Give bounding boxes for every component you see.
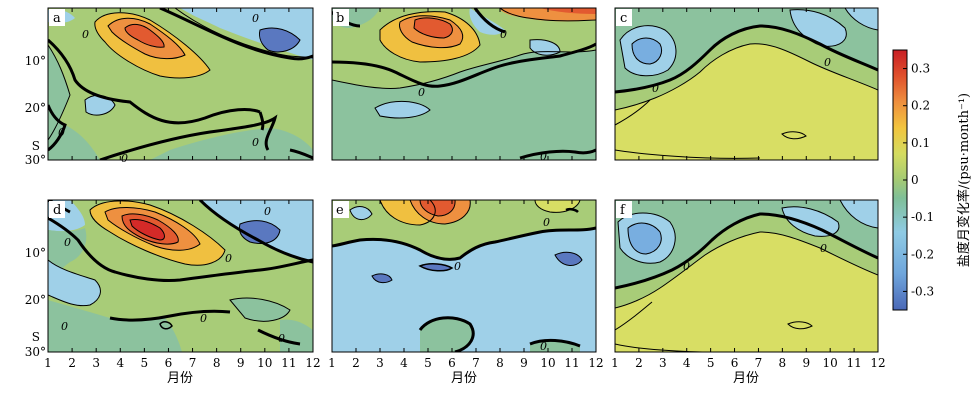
y-axis: 10° 20° S 30° 10° 20° S 30° [25,54,46,359]
contour-label: 0 [252,136,259,149]
x-tick-label: 5 [707,356,715,370]
x-tick-label: 10 [823,356,838,370]
colorbar: 0.3 0.2 0.1 0 -0.1 -0.2 -0.3 盐度月变化率/(psu·month… [892,49,972,311]
x-tick-label: 8 [779,356,787,370]
panel-d [48,200,313,352]
x-tick-label: 2 [68,356,76,370]
x-tick-label: 6 [165,356,173,370]
panel-e [332,200,596,352]
x-tick-label: 9 [520,356,528,370]
x-tick-label: 12 [870,356,885,370]
x-axis-title: 月份 [733,371,759,386]
panel-frames [47,7,879,353]
colorbar-tick-label: 0.1 [911,136,930,150]
x-tick-label: 1 [44,356,52,370]
x-tick-label: 10 [257,356,272,370]
x-tick-label: 7 [472,356,480,370]
panel-label-a: a [53,11,61,26]
x-tick-label: 2 [635,356,643,370]
contour-label: 0 [652,82,659,95]
x-tick-label: 8 [496,356,504,370]
contour-label: 0 [820,242,827,255]
contour-label: 0 [824,56,831,69]
x-tick-label: 5 [424,356,432,370]
colorbar-tick-label: -0.1 [911,210,934,224]
y-tick-label: 20° [25,293,46,307]
colorbar-tick-label: 0 [911,173,919,187]
contour-label: 0 [121,152,128,165]
x-tick-label: 3 [376,356,384,370]
contour-label: 0 [61,320,68,333]
y-unit-label: S [32,330,40,344]
y-tick-label: 10° [25,246,46,260]
x-tick-label: 4 [683,356,691,370]
contour-label: 0 [64,236,71,249]
contour-label: 0 [225,252,232,265]
x-tick-label: 8 [213,356,221,370]
x-tick-label: 12 [588,356,603,370]
panel-label-b: b [336,11,344,26]
colorbar-tick-label: -0.2 [911,247,934,261]
x-tick-label: 11 [846,356,861,370]
contour-label: 0 [200,312,207,325]
x-tick-label: 12 [305,356,320,370]
panel-label-f: f [620,203,626,218]
x-tick-label: 11 [564,356,579,370]
contour-label: 0 [278,332,285,345]
x-tick-label: 3 [659,356,667,370]
y-tick-label: 20° [25,101,46,115]
panel-letters: a b c d e f [49,9,632,218]
y-tick-label: 30° [25,345,46,359]
contour-label: 0 [58,126,65,139]
y-tick-label: 10° [25,54,46,68]
panel-label-e: e [336,203,344,218]
panel-b [332,8,596,160]
x-tick-label: 3 [92,356,100,370]
x-tick-label: 7 [755,356,763,370]
x-axis-title: 月份 [451,371,477,386]
contour-label: 0 [418,86,425,99]
colorbar-tick-label: 0.3 [911,62,930,76]
x-axis-title: 月份 [167,371,193,386]
panel-label-c: c [620,11,627,26]
contour-label: 0 [683,260,690,273]
contour-label: 0 [543,216,550,229]
colorbar-label: 盐度月变化率/(psu·month⁻¹) [956,93,972,267]
x-tick-label: 2 [352,356,360,370]
x-tick-label: 5 [141,356,149,370]
x-tick-label: 6 [731,356,739,370]
y-unit-label: S [32,139,40,153]
x-tick-label: 4 [400,356,408,370]
x-tick-label: 9 [802,356,810,370]
panel-a [48,8,313,160]
colorbar-tick-label: -0.3 [911,284,934,298]
contour-label: 0 [540,340,547,353]
x-tick-label: 10 [540,356,555,370]
panel-label-d: d [53,203,61,218]
x-tick-label: 6 [448,356,456,370]
contour-label: 0 [500,28,507,41]
y-tick-label: 30° [25,153,46,167]
contour-label: 0 [264,205,271,218]
colorbar-tick-label: 0.2 [911,99,930,113]
x-axes: 1 2 3 4 5 6 7 8 9 10 11 12 1 2 3 4 5 6 7 8 9 10 11 12 1 2 3 4 5 6 7 8 9 1… [44,8,886,370]
contour-label: 0 [82,28,89,41]
x-tick-label: 7 [189,356,197,370]
x-tick-label: 1 [328,356,336,370]
x-tick-label: 4 [116,356,124,370]
x-tick-label: 9 [237,356,245,370]
x-tick-label: 11 [281,356,296,370]
contour-label: 0 [252,12,259,25]
colorbar-ticks: 0.3 0.2 0.1 0 -0.1 -0.2 -0.3 [903,62,934,298]
contour-label: 0 [540,150,547,163]
x-tick-label: 1 [611,356,619,370]
contour-label: 0 [454,260,461,273]
